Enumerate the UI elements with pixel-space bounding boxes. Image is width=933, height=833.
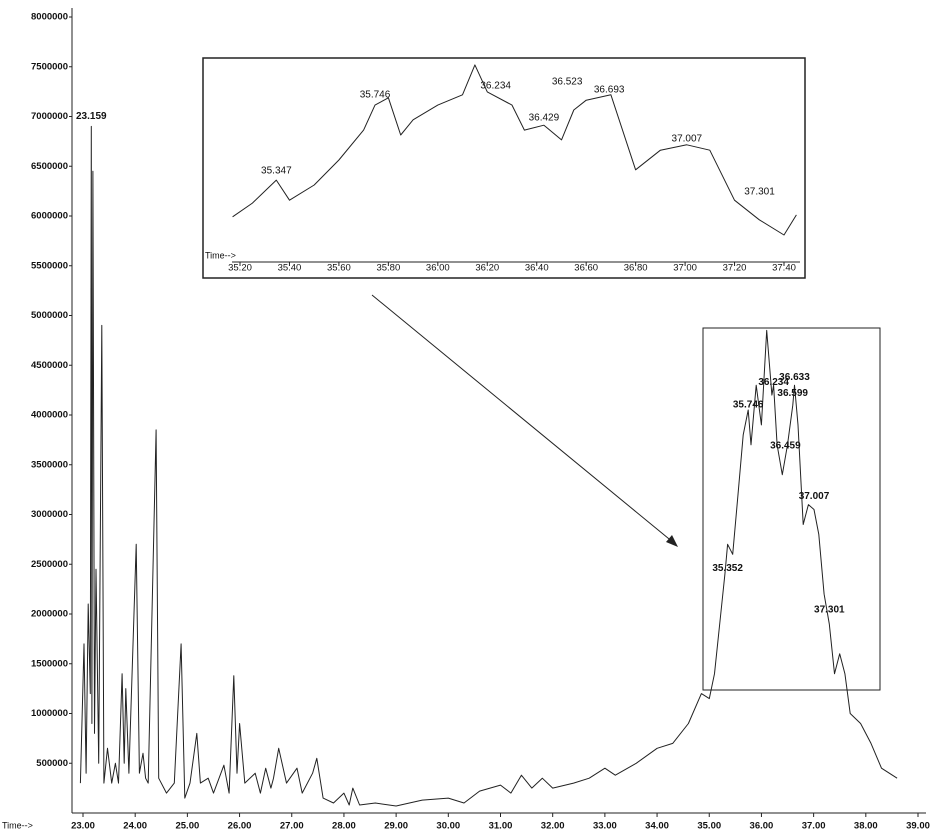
x-tick-label: 34.00: [645, 821, 669, 832]
y-tick-label: 8000000: [31, 12, 68, 23]
x-tick-label: 36.40: [525, 263, 549, 274]
x-tick-label: 30.00: [436, 821, 460, 832]
x-tick-label: 24.00: [123, 821, 147, 832]
x-tick-label: 37.40: [772, 263, 796, 274]
peak-label: 36.523: [552, 77, 583, 88]
zoom-arrow: [371, 294, 675, 544]
peak-label: 36.459: [770, 440, 801, 451]
x-tick-label: 36.20: [475, 263, 499, 274]
peak-label: 35.352: [712, 563, 743, 574]
series-line: [79, 125, 898, 807]
x-tick-label: 36.00: [426, 263, 450, 274]
peak-label: 37.301: [814, 605, 845, 616]
x-tick-label: 32.00: [541, 821, 565, 832]
y-tick-label: 4500000: [31, 360, 68, 371]
x-tick-label: 37.20: [723, 263, 747, 274]
peak-label: 36.633: [779, 372, 810, 383]
x-tick-label: 31.00: [489, 821, 513, 832]
y-tick-label: 6500000: [31, 161, 68, 172]
x-tick-label: 28.00: [332, 821, 356, 832]
peak-label: 35.746: [360, 89, 391, 100]
y-tick-label: 7000000: [31, 111, 68, 122]
peak-label: 35.347: [261, 165, 292, 176]
y-tick-label: 3000000: [31, 509, 68, 520]
x-tick-label: 35.40: [278, 263, 302, 274]
peak-label: 36.234: [758, 377, 789, 388]
y-tick-label: 500000: [36, 758, 68, 769]
peak-label: 37.301: [744, 186, 775, 197]
peak-label: 35.746: [733, 400, 764, 411]
y-tick-label: 4000000: [31, 410, 68, 421]
x-tick-label: 38.00: [854, 821, 878, 832]
zoom-box: [702, 327, 881, 691]
x-tick-label: 36.60: [574, 263, 598, 274]
x-tick-label: 35.20: [228, 263, 252, 274]
x-tick-label: 37.00: [802, 821, 826, 832]
y-tick-label: 1000000: [31, 708, 68, 719]
x-tick-label: 35.60: [327, 263, 351, 274]
peak-label: 36.429: [529, 113, 560, 124]
peak-label: 23.159: [76, 111, 107, 122]
peak-label: 37.007: [672, 134, 703, 145]
x-tick-label: 23.00: [71, 821, 95, 832]
y-tick-label: 5000000: [31, 310, 68, 321]
inset-x-axis-label: Time-->: [205, 250, 236, 260]
y-tick-label: 7500000: [31, 61, 68, 72]
x-tick-label: 35.80: [376, 263, 400, 274]
x-tick-label: 25.00: [175, 821, 199, 832]
peak-label: 36.693: [594, 85, 625, 96]
series-line: [232, 64, 797, 236]
y-tick-label: 6000000: [31, 211, 68, 222]
x-tick-label: 26.00: [228, 821, 252, 832]
x-tick-label: 37.00: [673, 263, 697, 274]
peak-label: 37.007: [799, 491, 830, 502]
peak-label: 36.234: [480, 81, 511, 92]
x-tick-label: 36.00: [750, 821, 774, 832]
y-tick-label: 5500000: [31, 260, 68, 271]
x-tick-label: 29.00: [384, 821, 408, 832]
x-tick-label: 36.80: [624, 263, 648, 274]
x-axis-label: Time-->: [2, 820, 33, 830]
x-tick-label: 35.00: [697, 821, 721, 832]
x-tick-label: 39.00: [906, 821, 930, 832]
y-tick-label: 1500000: [31, 658, 68, 669]
x-tick-label: 33.00: [593, 821, 617, 832]
peak-label: 36.599: [777, 388, 808, 399]
x-tick-label: 27.00: [280, 821, 304, 832]
inset-frame: [202, 57, 806, 279]
y-tick-label: 2000000: [31, 609, 68, 620]
y-tick-label: 3500000: [31, 459, 68, 470]
arrow-head: [666, 535, 678, 547]
y-tick-label: 2500000: [31, 559, 68, 570]
